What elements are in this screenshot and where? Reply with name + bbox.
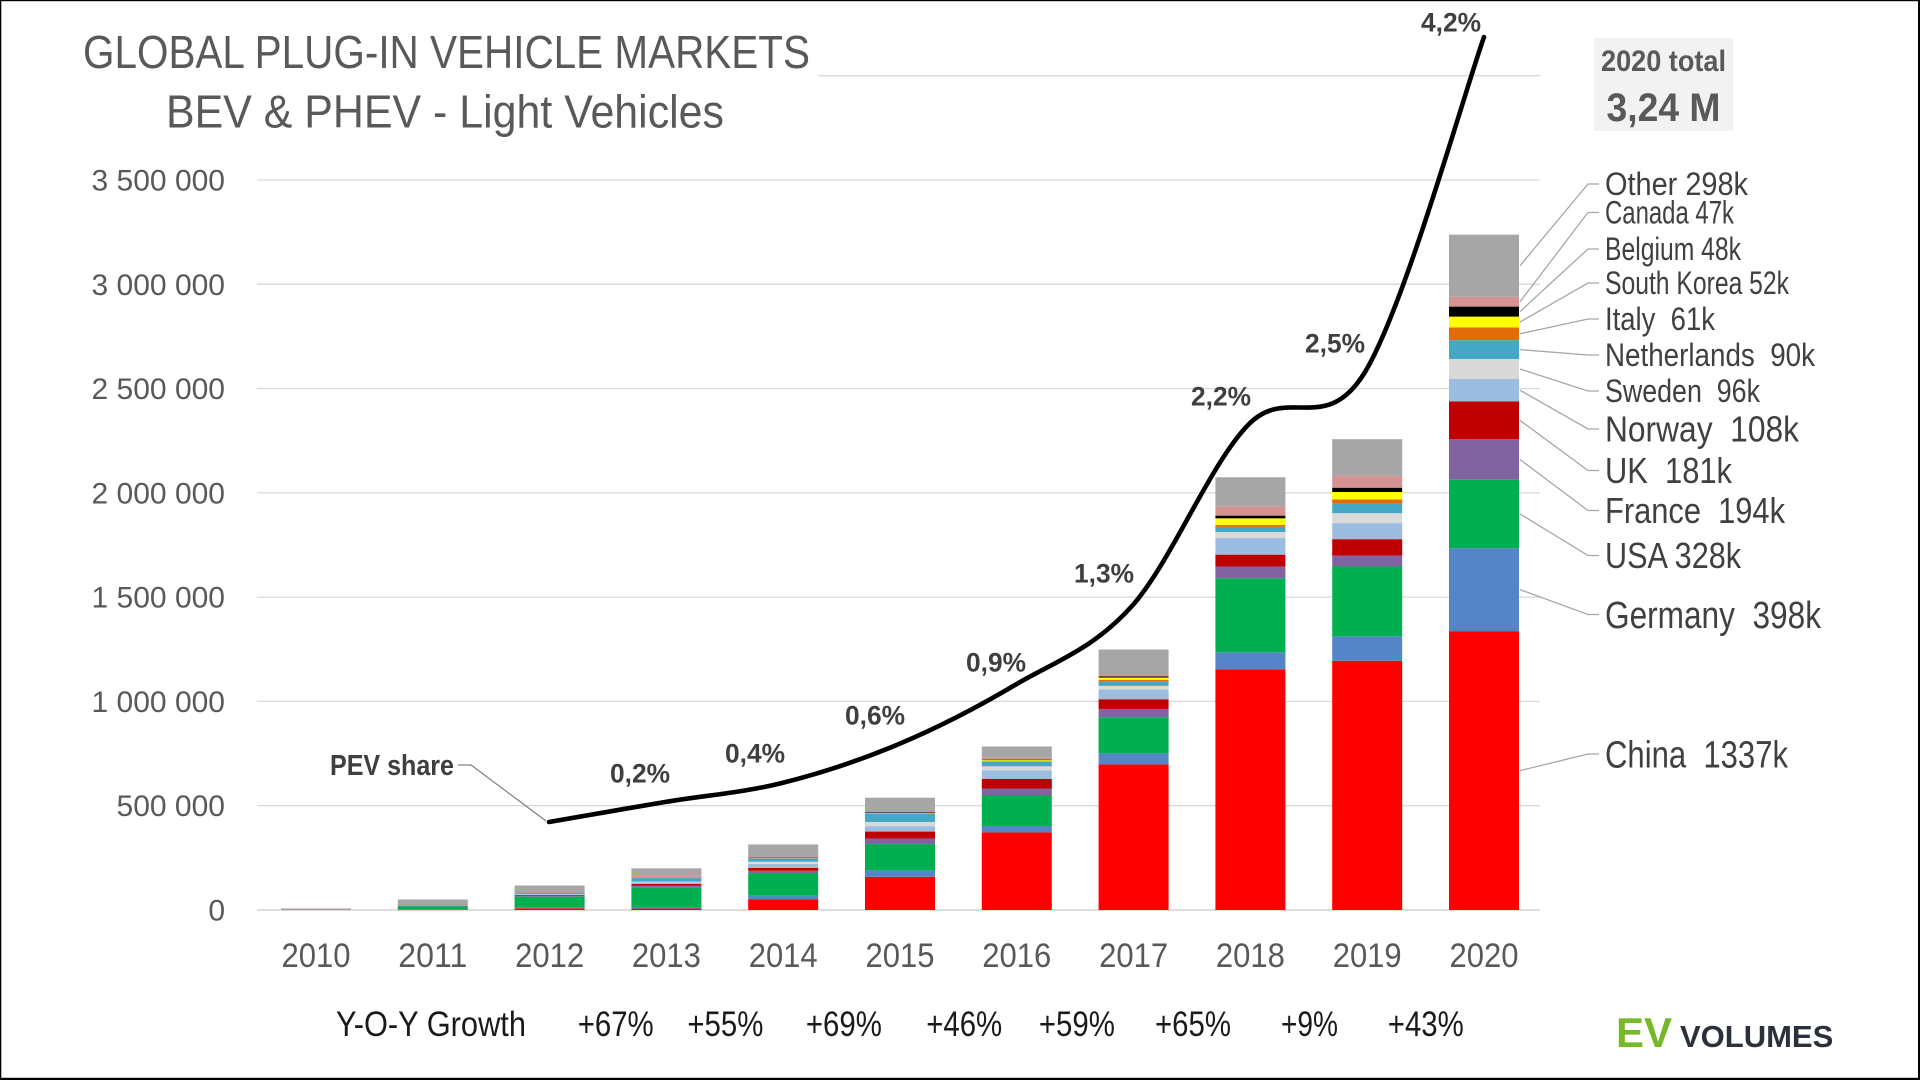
svg-text:Netherlands 90k: Netherlands 90k	[1605, 337, 1816, 373]
svg-text:3,24 M: 3,24 M	[1607, 86, 1721, 130]
svg-text:China 1337k: China 1337k	[1605, 734, 1789, 776]
svg-text:+59%: +59%	[1039, 1005, 1115, 1044]
svg-text:500 000: 500 000	[117, 790, 225, 823]
svg-text:2011: 2011	[398, 937, 467, 975]
svg-text:Belgium 48k: Belgium 48k	[1605, 231, 1742, 267]
svg-text:3 000 000: 3 000 000	[92, 269, 225, 302]
svg-text:+65%: +65%	[1155, 1005, 1231, 1044]
svg-text:France 194k: France 194k	[1605, 490, 1786, 531]
svg-text:2 500 000: 2 500 000	[92, 373, 225, 406]
svg-text:0,6%: 0,6%	[845, 701, 905, 731]
svg-text:2012: 2012	[515, 937, 584, 975]
svg-text:+46%: +46%	[926, 1005, 1002, 1044]
svg-text:EV: EV	[1616, 1009, 1672, 1056]
svg-text:2018: 2018	[1216, 937, 1285, 975]
svg-text:PEV share: PEV share	[330, 750, 454, 782]
svg-text:2020 total: 2020 total	[1601, 45, 1726, 78]
svg-text:4,2%: 4,2%	[1421, 8, 1481, 38]
svg-text:Norway 108k: Norway 108k	[1605, 409, 1800, 450]
svg-text:GLOBAL PLUG-IN VEHICLE MARKETS: GLOBAL PLUG-IN VEHICLE MARKETS	[83, 26, 810, 78]
svg-text:2017: 2017	[1099, 937, 1168, 975]
svg-text:2020: 2020	[1450, 937, 1519, 975]
svg-text:1,3%: 1,3%	[1074, 559, 1134, 589]
svg-text:Sweden 96k: Sweden 96k	[1605, 373, 1761, 409]
svg-text:2,5%: 2,5%	[1305, 329, 1365, 359]
svg-text:+55%: +55%	[687, 1005, 763, 1044]
svg-text:VOLUMES: VOLUMES	[1680, 1019, 1833, 1054]
svg-text:2,2%: 2,2%	[1191, 382, 1251, 412]
svg-text:2013: 2013	[632, 937, 701, 975]
svg-text:Germany 398k: Germany 398k	[1605, 595, 1822, 637]
svg-text:0,4%: 0,4%	[725, 739, 785, 769]
svg-text:2010: 2010	[282, 937, 351, 975]
svg-text:0,2%: 0,2%	[610, 759, 670, 789]
svg-text:2016: 2016	[982, 937, 1051, 975]
svg-text:1 500 000: 1 500 000	[92, 582, 225, 615]
svg-text:+67%: +67%	[578, 1005, 654, 1044]
svg-text:+9%: +9%	[1281, 1005, 1338, 1044]
svg-text:2019: 2019	[1333, 937, 1402, 975]
svg-text:Canada 47k: Canada 47k	[1605, 195, 1735, 231]
svg-text:USA 328k: USA 328k	[1605, 535, 1742, 576]
svg-text:0: 0	[208, 895, 225, 928]
svg-text:South Korea 52k: South Korea 52k	[1605, 265, 1790, 301]
svg-text:0,9%: 0,9%	[966, 648, 1026, 678]
svg-text:3 500 000: 3 500 000	[92, 165, 225, 198]
svg-text:+69%: +69%	[806, 1005, 882, 1044]
svg-text:1 000 000: 1 000 000	[92, 686, 225, 719]
svg-text:BEV & PHEV - Light Vehicles: BEV & PHEV - Light Vehicles	[166, 86, 724, 138]
svg-text:2014: 2014	[749, 937, 818, 975]
svg-text:+43%: +43%	[1388, 1005, 1464, 1044]
svg-text:2 000 000: 2 000 000	[92, 477, 225, 510]
svg-text:Other 298k: Other 298k	[1605, 166, 1749, 202]
svg-text:Italy 61k: Italy 61k	[1605, 301, 1716, 337]
svg-text:UK 181k: UK 181k	[1605, 450, 1733, 491]
svg-text:Y-O-Y Growth: Y-O-Y Growth	[336, 1005, 526, 1044]
svg-text:2015: 2015	[866, 937, 935, 975]
